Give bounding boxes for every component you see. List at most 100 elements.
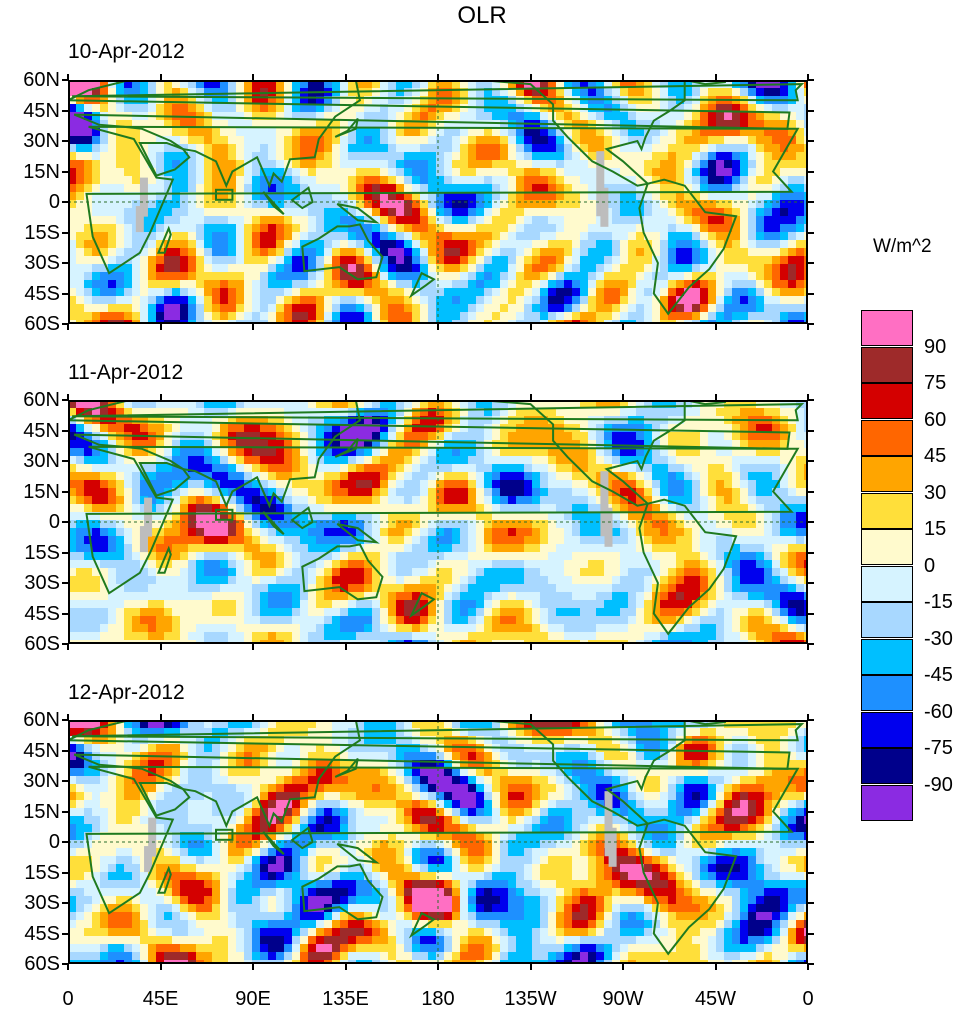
olr-cell <box>380 464 389 473</box>
olr-cell <box>324 448 333 457</box>
olr-cell <box>484 520 493 529</box>
olr-cell <box>172 248 181 257</box>
olr-cell <box>468 96 477 105</box>
olr-cell <box>396 144 405 153</box>
olr-cell <box>204 192 213 201</box>
olr-cell <box>492 472 501 481</box>
olr-cell <box>396 256 405 265</box>
olr-cell <box>356 472 365 481</box>
olr-cell <box>532 160 541 169</box>
olr-cell <box>156 520 165 529</box>
olr-cell <box>508 480 517 489</box>
olr-cell <box>212 240 221 249</box>
olr-cell <box>564 224 573 233</box>
olr-cell <box>748 424 757 433</box>
olr-cell <box>276 104 285 113</box>
olr-cell <box>596 280 605 289</box>
olr-cell <box>380 520 389 529</box>
olr-cell <box>564 184 573 193</box>
olr-cell <box>444 216 453 225</box>
olr-cell <box>532 200 541 209</box>
olr-cell <box>500 296 509 305</box>
olr-cell <box>668 112 677 121</box>
olr-cell <box>764 144 773 153</box>
olr-cell <box>420 408 429 417</box>
olr-cell <box>260 536 269 545</box>
olr-cell <box>540 88 549 97</box>
olr-cell <box>116 520 125 529</box>
olr-cell <box>116 256 125 265</box>
olr-cell <box>148 144 157 153</box>
olr-cell <box>380 552 389 561</box>
olr-cell <box>476 240 485 249</box>
olr-cell <box>188 264 197 273</box>
olr-cell <box>108 144 117 153</box>
olr-cell <box>276 432 285 441</box>
olr-cell <box>796 528 805 537</box>
olr-cell <box>356 200 365 209</box>
olr-cell <box>580 264 589 273</box>
olr-cell <box>420 312 429 321</box>
olr-cell <box>796 288 805 297</box>
olr-cell <box>316 240 325 249</box>
olr-cell <box>628 472 637 481</box>
olr-cell <box>804 112 808 121</box>
olr-cell <box>740 176 749 185</box>
olr-cell <box>92 432 101 441</box>
olr-cell <box>668 448 677 457</box>
olr-cell <box>444 104 453 113</box>
olr-cell <box>388 80 397 89</box>
olr-cell <box>620 248 629 257</box>
olr-cell <box>180 216 189 225</box>
olr-cell <box>700 248 709 257</box>
olr-cell <box>612 536 621 545</box>
olr-cell <box>244 120 253 129</box>
olr-cell <box>380 488 389 497</box>
olr-cell <box>220 528 229 537</box>
olr-cell <box>652 152 661 161</box>
olr-cell <box>244 400 253 409</box>
olr-cell <box>132 448 141 457</box>
olr-cell <box>156 440 165 449</box>
olr-cell <box>772 528 781 537</box>
olr-cell <box>756 224 765 233</box>
olr-cell <box>468 280 477 289</box>
olr-cell <box>692 160 701 169</box>
olr-cell <box>260 552 269 561</box>
olr-cell <box>524 168 533 177</box>
olr-cell <box>268 184 277 193</box>
latitude-tick <box>62 323 68 325</box>
olr-cell <box>780 152 789 161</box>
olr-cell <box>276 544 285 553</box>
olr-cell <box>572 232 581 241</box>
olr-cell <box>788 112 797 121</box>
olr-cell <box>124 504 133 513</box>
olr-cell <box>692 256 701 265</box>
olr-cell <box>300 304 309 313</box>
olr-cell <box>244 488 253 497</box>
olr-cell <box>548 304 557 313</box>
olr-cell <box>644 400 653 409</box>
olr-cell <box>444 264 453 273</box>
olr-cell <box>796 424 805 433</box>
olr-cell <box>636 440 645 449</box>
olr-cell <box>100 104 109 113</box>
olr-cell <box>148 192 157 201</box>
olr-cell <box>444 496 453 505</box>
olr-cell <box>364 216 373 225</box>
olr-cell <box>532 88 541 97</box>
olr-cell <box>676 488 685 497</box>
olr-cell <box>356 544 365 553</box>
olr-cell <box>196 496 205 505</box>
olr-cell <box>780 408 789 417</box>
olr-cell <box>116 208 125 217</box>
olr-cell <box>628 168 637 177</box>
olr-cell <box>204 568 213 577</box>
olr-cell <box>156 128 165 137</box>
olr-cell <box>68 136 77 145</box>
olr-cell <box>628 424 637 433</box>
olr-cell <box>236 424 245 433</box>
olr-cell <box>268 544 277 553</box>
olr-cell <box>492 280 501 289</box>
olr-cell <box>716 312 725 321</box>
